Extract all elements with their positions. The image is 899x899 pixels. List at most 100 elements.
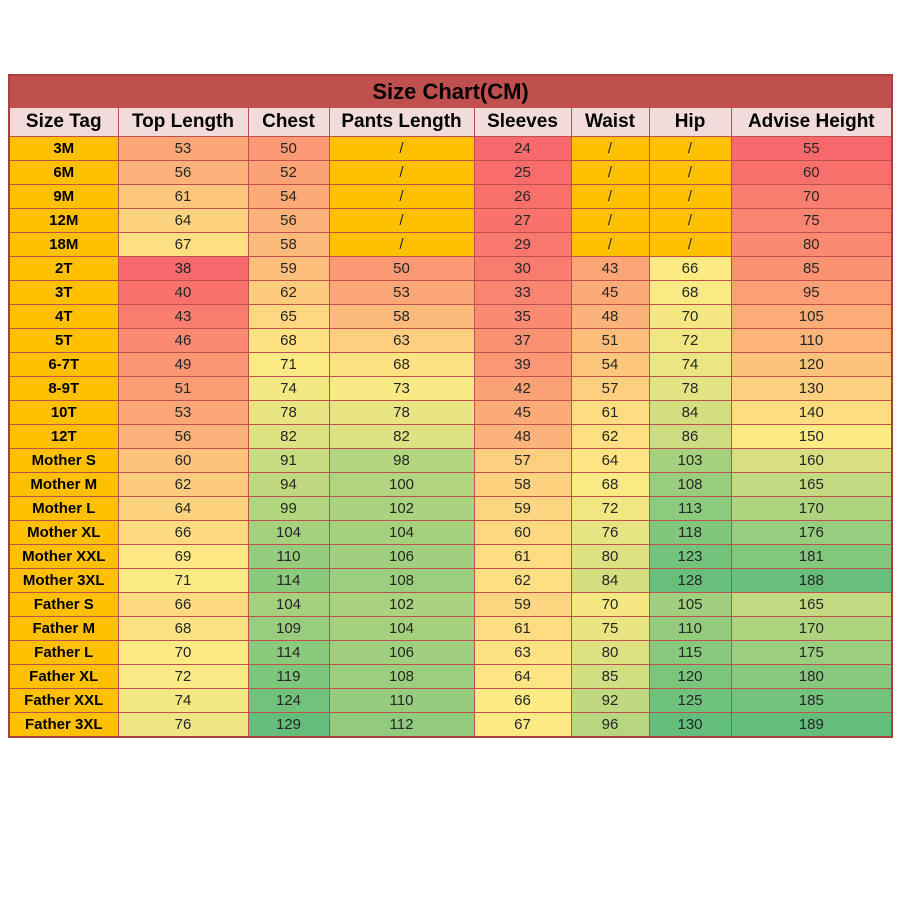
table-row: 18M 67 58/29//80 (8, 232, 893, 257)
table-row: 10T 53 78 78 45 61 84 140 (8, 400, 893, 425)
value-cell: 110 (328, 688, 475, 713)
value-cell: 108 (328, 664, 475, 689)
value-cell: / (570, 184, 650, 209)
value-cell: 54 (570, 352, 650, 377)
size-tag-cell: 3M (8, 136, 119, 161)
size-tag-cell: Father XL (8, 664, 119, 689)
value-cell: 114 (247, 568, 330, 593)
value-cell: / (570, 136, 650, 161)
value-cell: 57 (473, 448, 572, 473)
value-cell: 45 (570, 280, 650, 305)
value-cell: 63 (473, 640, 572, 665)
value-cell: 80 (570, 544, 650, 569)
table-row: 4T 43 65 58 35 48 70 105 (8, 304, 893, 329)
table-row: 5T 46 68 63 37 51 72 110 (8, 328, 893, 353)
value-cell: 99 (247, 496, 330, 521)
value-cell: 129 (247, 712, 330, 738)
table-row: Father 3XL 76 129 112 67 96 130 189 (8, 712, 893, 738)
header-row: Size Tag Top Length Chest Pants Length Sleev… (8, 107, 893, 137)
value-cell: 105 (648, 592, 732, 617)
value-cell: 176 (730, 520, 893, 545)
size-tag-cell: 9M (8, 184, 119, 209)
value-cell: 165 (730, 592, 893, 617)
value-cell: 53 (328, 280, 475, 305)
value-cell: 78 (247, 400, 330, 425)
value-cell: 85 (570, 664, 650, 689)
value-cell: 56 (247, 208, 330, 233)
value-cell: 66 (473, 688, 572, 713)
value-cell: 62 (117, 472, 249, 497)
value-cell: 67 (117, 232, 249, 257)
value-cell: 180 (730, 664, 893, 689)
value-cell: 40 (117, 280, 249, 305)
value-cell: 33 (473, 280, 572, 305)
value-cell: 67 (473, 712, 572, 738)
value-cell: 30 (473, 256, 572, 281)
value-cell: 91 (247, 448, 330, 473)
value-cell: 70 (648, 304, 732, 329)
size-tag-cell: 5T (8, 328, 119, 353)
value-cell: 75 (570, 616, 650, 641)
table-row: 9M 61 54/26//70 (8, 184, 893, 209)
value-cell: 64 (473, 664, 572, 689)
title-row: Size Chart(CM) (8, 74, 893, 108)
value-cell: 78 (328, 400, 475, 425)
value-cell: 49 (117, 352, 249, 377)
table-row: 3M 53 50/24//55 (8, 136, 893, 161)
value-cell: 37 (473, 328, 572, 353)
value-cell: 123 (648, 544, 732, 569)
value-cell: / (328, 184, 475, 209)
value-cell: 68 (117, 616, 249, 641)
value-cell: 84 (570, 568, 650, 593)
value-cell: 106 (328, 640, 475, 665)
value-cell: 68 (247, 328, 330, 353)
size-tag-cell: 8-9T (8, 376, 119, 401)
table-row: Mother XL 66 104 104 60 76 118 176 (8, 520, 893, 545)
value-cell: 61 (473, 616, 572, 641)
value-cell: 54 (247, 184, 330, 209)
size-tag-cell: 6M (8, 160, 119, 185)
value-cell: 57 (570, 376, 650, 401)
value-cell: 72 (117, 664, 249, 689)
value-cell: 140 (730, 400, 893, 425)
value-cell: 68 (570, 472, 650, 497)
value-cell: 55 (730, 136, 893, 161)
value-cell: 48 (570, 304, 650, 329)
value-cell: 61 (473, 544, 572, 569)
value-cell: 70 (570, 592, 650, 617)
value-cell: 66 (648, 256, 732, 281)
value-cell: 130 (730, 376, 893, 401)
value-cell: 45 (473, 400, 572, 425)
column-header-advise-height: Advise Height (730, 107, 893, 137)
value-cell: 160 (730, 448, 893, 473)
size-tag-cell: Father S (8, 592, 119, 617)
value-cell: 170 (730, 616, 893, 641)
value-cell: 74 (648, 352, 732, 377)
value-cell: 59 (247, 256, 330, 281)
size-tag-cell: Father 3XL (8, 712, 119, 738)
column-header-sleeves: Sleeves (473, 107, 572, 137)
value-cell: 68 (328, 352, 475, 377)
value-cell: 106 (328, 544, 475, 569)
value-cell: 60 (473, 520, 572, 545)
value-cell: 128 (648, 568, 732, 593)
value-cell: 70 (730, 184, 893, 209)
value-cell: 58 (328, 304, 475, 329)
value-cell: 124 (247, 688, 330, 713)
value-cell: / (570, 232, 650, 257)
table-row: Mother 3XL 71 114 108 62 84 128 188 (8, 568, 893, 593)
value-cell: 46 (117, 328, 249, 353)
value-cell: 35 (473, 304, 572, 329)
value-cell: 110 (730, 328, 893, 353)
size-tag-cell: 12M (8, 208, 119, 233)
value-cell: 114 (247, 640, 330, 665)
value-cell: 94 (247, 472, 330, 497)
column-header-chest: Chest (247, 107, 330, 137)
table-row: Mother L 64 99 102 59 72 113 170 (8, 496, 893, 521)
chart-title: Size Chart(CM) (8, 74, 893, 108)
table-row: Father L 70 114 106 63 80 115 175 (8, 640, 893, 665)
value-cell: 75 (730, 208, 893, 233)
table-row: 3T 40 62 53 33 45 68 95 (8, 280, 893, 305)
table-row: 6M 56 52/25//60 (8, 160, 893, 185)
size-tag-cell: 4T (8, 304, 119, 329)
